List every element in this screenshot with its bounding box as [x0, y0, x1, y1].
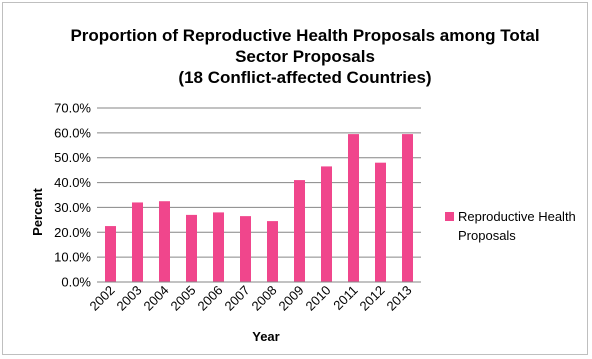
bars [105, 134, 413, 282]
x-axis-label: Year [252, 329, 279, 344]
bar-2010 [321, 166, 332, 282]
bar-2005 [186, 214, 197, 282]
y-tick-label: 40.0% [54, 175, 91, 190]
y-tick-label: 30.0% [54, 200, 91, 215]
x-tick-label: 2009 [276, 283, 307, 314]
bar-2004 [159, 201, 170, 282]
x-tick-label: 2011 [330, 283, 360, 313]
legend-label-line-2: Proposals [458, 228, 516, 243]
x-tick-label: 2012 [357, 283, 388, 314]
y-tick-label: 0.0% [61, 275, 91, 290]
y-tick-labels: 0.0% 10.0% 20.0% 30.0% 40.0% 50.0% 60.0% 70.0% [54, 101, 91, 290]
bar-2013 [402, 134, 413, 282]
chart-title-line-1: Proportion of Reproductive Health Propos… [70, 26, 539, 45]
x-tick-label: 2004 [141, 283, 172, 314]
y-axis-label: Percent [30, 187, 45, 235]
x-tick-label: 2003 [114, 283, 145, 314]
y-tick-label: 60.0% [54, 125, 91, 140]
x-tick-label: 2005 [168, 283, 199, 314]
y-tick-label: 20.0% [54, 225, 91, 240]
x-tick-label: 2010 [303, 283, 334, 314]
bar-2009 [294, 180, 305, 282]
x-tick-label: 2002 [87, 283, 118, 314]
bar-2011 [348, 134, 359, 282]
legend-swatch [445, 212, 454, 221]
bar-2007 [240, 216, 251, 282]
gridlines [97, 107, 421, 258]
x-tick-label: 2006 [195, 283, 226, 314]
chart-title-line-2: Sector Proposals [235, 47, 375, 66]
bar-2008 [267, 221, 278, 282]
x-tick-labels: 2002200320042005200620072008200920102011… [87, 283, 415, 314]
bar-2012 [375, 162, 386, 282]
bar-2003 [132, 202, 143, 282]
x-tick-label: 2007 [222, 283, 253, 314]
bar-2002 [105, 226, 116, 282]
chart-frame [2, 2, 588, 355]
bar-2006 [213, 212, 224, 282]
x-tick-label: 2008 [249, 283, 280, 314]
chart-title-line-3: (18 Conflict-affected Countries) [178, 68, 431, 87]
y-tick-label: 10.0% [54, 250, 91, 265]
x-tick-label: 2013 [384, 283, 415, 314]
y-tick-label: 50.0% [54, 150, 91, 165]
legend-label-line-1: Reproductive Health [458, 209, 576, 224]
y-tick-label: 70.0% [54, 101, 91, 116]
